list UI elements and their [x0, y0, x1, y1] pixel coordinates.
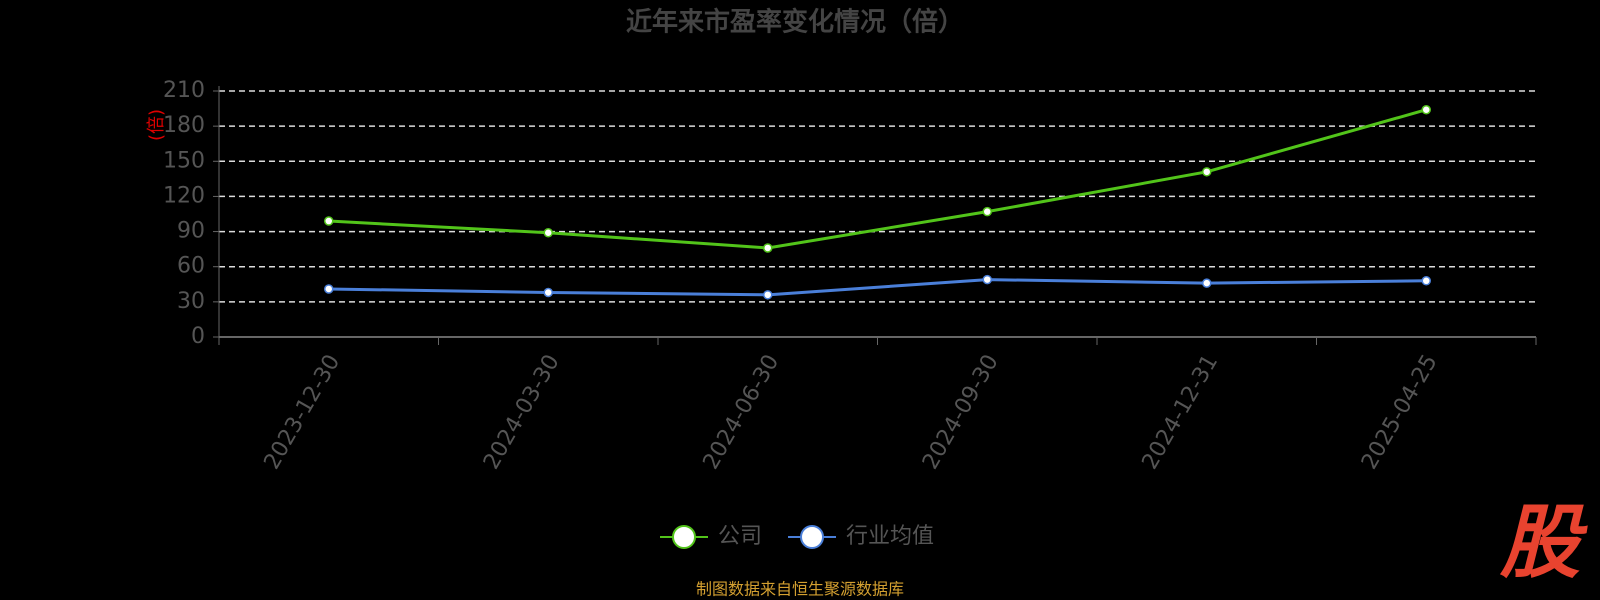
x-tick-label: 2024-06-30: [699, 351, 785, 474]
watermark: 股: [1499, 496, 1588, 589]
y-tick-label: 150: [163, 148, 205, 173]
point: [763, 290, 773, 300]
point: [324, 216, 334, 226]
x-tick-label: 2024-12-31: [1138, 351, 1224, 474]
source-note: 制图数据来自恒生聚源数据库: [696, 580, 904, 599]
y-tick-label: 60: [177, 254, 205, 279]
y-tick-label: 120: [163, 183, 205, 208]
y-tick-label: 180: [163, 113, 205, 138]
legend-marker: [800, 525, 825, 549]
series-line: [328, 108, 1427, 250]
legend-label: 行业均值: [846, 524, 934, 549]
point: [763, 243, 773, 253]
y-axis-label: (倍): [146, 109, 167, 141]
point: [1421, 276, 1431, 286]
y-tick-label: 90: [177, 219, 205, 244]
legend-marker: [672, 525, 696, 549]
y-tick-label: 30: [177, 289, 205, 314]
point: [324, 284, 334, 294]
point: [1202, 278, 1212, 288]
y-tick-label: 0: [191, 324, 205, 349]
x-tick-label: 2025-04-25: [1357, 351, 1443, 474]
x-tick-label: 2024-09-30: [918, 351, 1004, 474]
x-tick-label: 2024-03-30: [479, 351, 565, 474]
chart-title: 近年来市盈率变化情况（倍）: [626, 7, 964, 38]
x-tick-label: 2023-12-30: [260, 351, 346, 474]
legend-label: 公司: [718, 524, 762, 549]
point: [982, 206, 992, 217]
y-tick-label: 210: [163, 78, 205, 103]
point: [982, 274, 992, 285]
point: [1202, 167, 1212, 177]
point: [543, 227, 553, 238]
point: [1421, 104, 1431, 115]
point: [543, 287, 553, 298]
series-line: [328, 278, 1427, 297]
